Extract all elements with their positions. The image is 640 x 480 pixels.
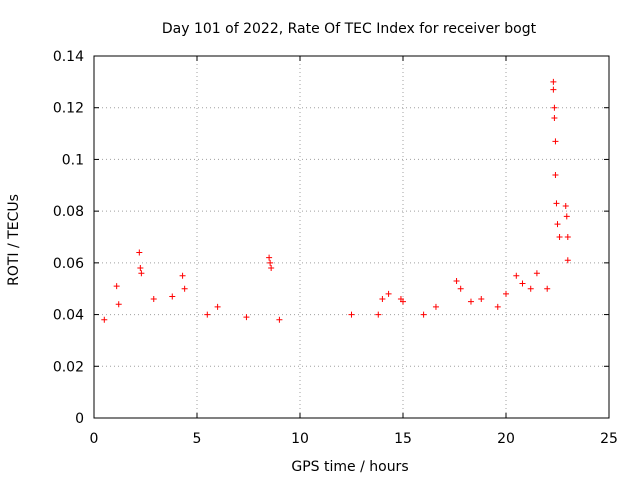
data-point	[379, 296, 386, 303]
y-tick-label: 0.04	[53, 308, 84, 324]
data-point	[136, 249, 143, 256]
data-point	[150, 296, 157, 303]
y-tick-label: 0.02	[53, 359, 84, 375]
data-point	[533, 270, 540, 277]
data-point	[400, 298, 406, 305]
data-point	[137, 265, 144, 272]
data-point	[113, 283, 120, 290]
data-point	[101, 316, 108, 323]
data-point	[550, 78, 557, 85]
data-point	[179, 272, 186, 279]
data-point	[268, 265, 275, 272]
data-point	[181, 285, 188, 292]
y-tick-label: 0	[75, 411, 84, 427]
data-point	[214, 303, 221, 310]
y-axis-label: ROTI / TECUs	[6, 194, 22, 286]
data-point	[267, 259, 274, 266]
x-tick-label: 15	[394, 431, 412, 447]
data-point	[138, 270, 145, 277]
data-point	[204, 311, 211, 318]
data-point	[550, 86, 557, 93]
data-point	[556, 234, 563, 240]
data-points	[101, 78, 571, 323]
data-point	[266, 254, 273, 261]
data-point	[276, 316, 283, 323]
y-tick-label: 0.06	[53, 256, 84, 272]
data-point	[564, 234, 571, 240]
data-point	[169, 293, 176, 300]
plot-frame	[93, 55, 610, 419]
data-point	[375, 311, 382, 318]
data-point	[552, 171, 559, 178]
data-point	[562, 202, 569, 209]
data-point	[243, 314, 250, 321]
data-point	[544, 285, 551, 292]
data-point	[115, 301, 122, 308]
data-point	[420, 311, 427, 318]
x-tick-label: 5	[193, 431, 202, 447]
x-tick-label: 0	[90, 431, 99, 447]
data-point	[519, 280, 526, 287]
data-point	[467, 298, 474, 305]
x-tick-label: 10	[291, 431, 309, 447]
x-tick-label: 25	[600, 431, 618, 447]
data-point	[348, 311, 355, 318]
data-point	[494, 303, 501, 310]
y-tick-label: 0.1	[62, 152, 84, 168]
y-tick-label: 0.14	[53, 49, 84, 65]
axis-ticks: 0 5 10 15 20 25 0 0.02 0.04 0.06 0.08 0.1 0.12 0.14	[53, 49, 618, 447]
data-point	[513, 272, 520, 279]
y-tick-label: 0.12	[53, 101, 84, 117]
data-point	[552, 138, 559, 145]
data-point	[385, 290, 392, 297]
data-point	[564, 257, 571, 264]
data-point	[551, 104, 558, 111]
grid	[94, 56, 609, 418]
data-point	[551, 115, 558, 122]
y-tick-label: 0.08	[53, 204, 84, 220]
data-point	[563, 213, 570, 220]
data-point	[457, 285, 464, 292]
x-axis-label: GPS time / hours	[291, 459, 408, 475]
chart-title: Day 101 of 2022, Rate Of TEC Index for r…	[162, 21, 537, 37]
data-point	[432, 303, 439, 310]
data-point	[478, 296, 485, 303]
data-point	[553, 200, 560, 207]
data-point	[453, 277, 460, 284]
data-point	[554, 221, 561, 228]
data-point	[503, 290, 509, 297]
x-tick-label: 20	[497, 431, 515, 447]
data-point	[527, 285, 534, 292]
